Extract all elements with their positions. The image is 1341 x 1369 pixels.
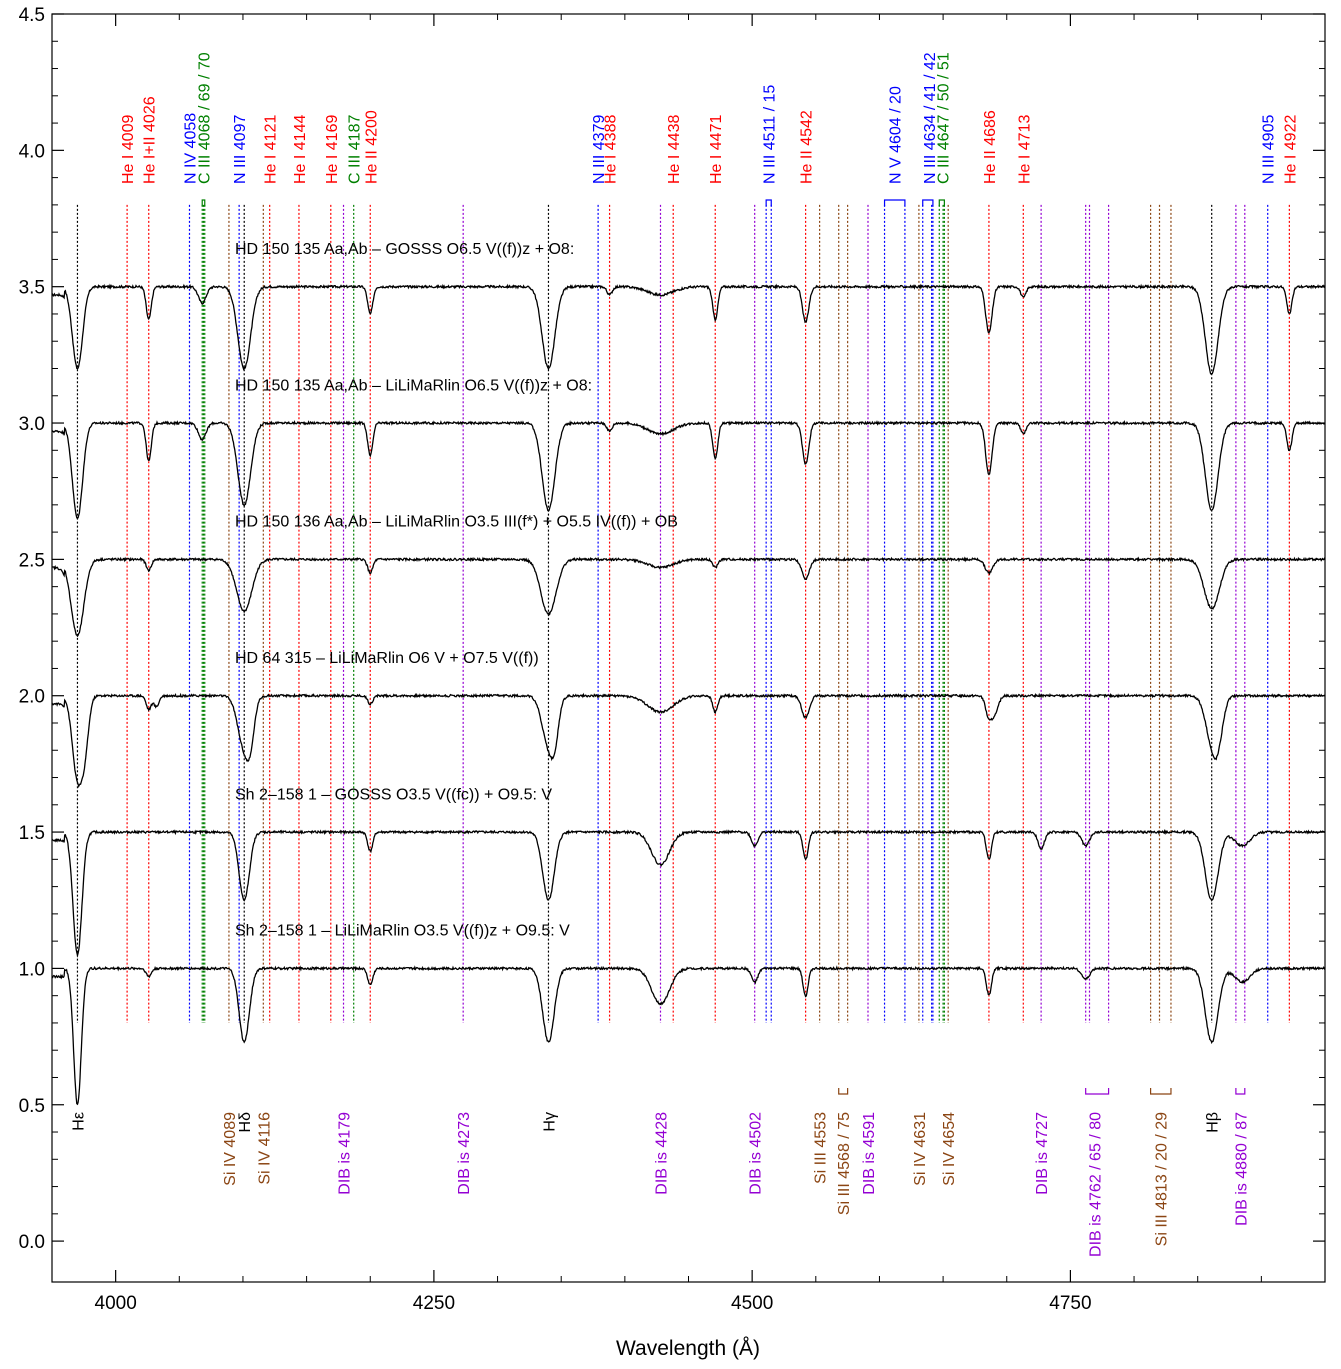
- spectrum-label: HD 150 135 Aa,Ab – GOSSS O6.5 V((f))z + …: [235, 241, 574, 258]
- line-group-bracket: [922, 199, 934, 206]
- spectrum-label: HD 64 315 – LiLiMaRlin O6 V + O7.5 V((f)…: [235, 650, 539, 667]
- axis-layer: 4000 4250 4500 4750 0.0 0.5 1.0 1.5 2.0 2.5 3.0 3.5…: [19, 5, 1326, 1314]
- top-line-label: N III 4097: [232, 115, 249, 184]
- x-tick-label: 4500: [731, 1293, 773, 1314]
- line-group-bracket: [1235, 1088, 1246, 1095]
- spectrum-label: HD 150 136 Aa,Ab – LiLiMaRlin O3.5 III(f…: [235, 514, 678, 531]
- line-marker-layer: [76, 204, 1290, 1023]
- plot-frame: [51, 13, 1326, 1283]
- top-line-label: C III 4647 / 50 / 51: [935, 52, 952, 184]
- y-tick-label: 1.0: [19, 959, 45, 980]
- line-group-bracket: [201, 199, 206, 206]
- line-group-bracket: [838, 1088, 849, 1095]
- x-axis-title: Wavelength (Å): [616, 1337, 760, 1360]
- x-tick-label: 4250: [413, 1293, 455, 1314]
- spectra-layer: HD 150 135 Aa,Ab – GOSSS O6.5 V((f))z + …: [51, 241, 1326, 1106]
- top-line-label: He I 4121: [263, 115, 280, 184]
- top-line-label: He I 4144: [292, 115, 309, 184]
- top-line-label: He I 4922: [1282, 115, 1299, 184]
- line-group-bracket: [938, 199, 945, 206]
- spectrum-label: Sh 2–158 1 – LiLiMaRlin O3.5 V((f))z + O…: [235, 923, 570, 940]
- top-line-label: He I 4438: [666, 115, 683, 184]
- top-line-label: N III 4511 / 15: [762, 85, 779, 184]
- top-line-label: He I 4471: [708, 115, 725, 184]
- top-line-label: N V 4604 / 20: [888, 86, 905, 184]
- line-group-bracket: [765, 199, 772, 206]
- bottom-line-label: DIB is 4762 / 65 / 80: [1088, 1112, 1105, 1257]
- bottom-line-label: DIB is 4591: [861, 1112, 878, 1195]
- y-tick-label: 4.0: [19, 141, 45, 162]
- balmer-line-label: Hβ: [1205, 1112, 1222, 1133]
- top-line-label: He II 4686: [982, 110, 999, 184]
- bottom-line-label: Si IV 4631: [912, 1112, 929, 1186]
- spectrum-line: [51, 556, 1326, 638]
- top-line-label: He I 4009: [120, 115, 137, 184]
- bottom-line-label: DIB is 4179: [337, 1112, 354, 1195]
- y-tick-label: 3.5: [19, 278, 45, 299]
- y-tick-label: 2.5: [19, 550, 45, 571]
- x-tick-label: 4750: [1049, 1293, 1091, 1314]
- spectrum-line: [51, 283, 1326, 376]
- spectrum-label: Sh 2–158 1 – GOSSS O3.5 V((fc)) + O9.5: …: [235, 786, 552, 803]
- top-line-label: N III 4634 / 41 / 42: [922, 52, 939, 184]
- y-tick-label: 0.0: [19, 1232, 45, 1253]
- top-line-label: N III 4379: [591, 115, 608, 184]
- top-line-label: He I 4388: [603, 115, 620, 184]
- top-line-label: He I 4169: [324, 115, 341, 184]
- balmer-line-label: Hδ: [237, 1112, 254, 1133]
- top-line-label: N IV 4058: [182, 113, 199, 184]
- balmer-line-label: Hε: [70, 1112, 87, 1131]
- x-tick-label: 4000: [95, 1293, 137, 1314]
- bottom-line-label: DIB is 4880 / 87: [1233, 1112, 1250, 1226]
- bottom-line-label: DIB is 4502: [748, 1112, 765, 1195]
- spectrum-label: HD 150 135 Aa,Ab – LiLiMaRlin O6.5 V((f)…: [235, 377, 592, 394]
- top-line-label: C III 4187: [347, 115, 364, 184]
- bottom-line-label: Si III 4813 / 20 / 29: [1153, 1112, 1170, 1246]
- spectrum-line: [51, 828, 1326, 958]
- top-line-label: C III 4068 / 69 / 70: [196, 52, 213, 184]
- line-group-bracket: [1150, 1088, 1172, 1095]
- bottom-line-label: Si IV 4654: [941, 1112, 958, 1186]
- line-group-bracket: [1085, 1088, 1110, 1095]
- bottom-line-label: DIB is 4428: [653, 1112, 670, 1195]
- bottom-line-label: Si IV 4089: [222, 1112, 239, 1186]
- y-tick-label: 2.0: [19, 687, 45, 708]
- y-tick-label: 0.5: [19, 1096, 45, 1117]
- bottom-line-label: Si III 4553: [813, 1112, 830, 1184]
- bottom-line-label: DIB is 4727: [1034, 1112, 1051, 1195]
- line-group-bracket: [883, 199, 906, 206]
- balmer-line-label: Hγ: [541, 1112, 558, 1132]
- y-tick-label: 1.5: [19, 823, 45, 844]
- bottom-line-label: Si III 4568 / 75: [836, 1112, 853, 1215]
- top-line-label: He I+II 4026: [142, 96, 159, 184]
- spectrum-line: [51, 965, 1326, 1106]
- bottom-line-label: Si IV 4116: [256, 1112, 273, 1185]
- top-line-label: He II 4542: [799, 110, 816, 184]
- top-line-label: N III 4905: [1261, 115, 1278, 184]
- bottom-line-label: DIB is 4273: [456, 1112, 473, 1195]
- y-tick-label: 3.0: [19, 414, 45, 435]
- top-line-label: He II 4200: [363, 110, 380, 184]
- spectrum-line: [51, 419, 1326, 519]
- top-line-label: He I 4713: [1016, 115, 1033, 184]
- y-tick-label: 4.5: [19, 5, 45, 26]
- spectrum-line: [51, 692, 1326, 788]
